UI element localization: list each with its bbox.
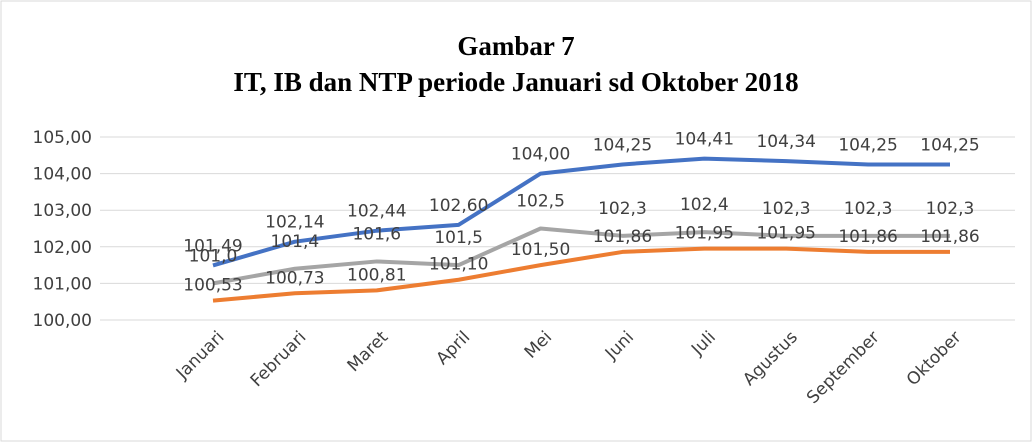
data-label: 101,86 [838, 227, 897, 247]
data-label: 101,49 [183, 236, 242, 256]
data-label: 104,00 [511, 145, 570, 165]
data-label: 102,3 [598, 199, 647, 219]
chart-subtitle: IT, IB dan NTP periode Januari sd Oktobe… [233, 67, 798, 97]
data-label: 104,25 [593, 135, 652, 155]
data-label: 102,14 [265, 213, 324, 233]
data-label: 104,34 [756, 132, 815, 152]
data-label: 102,60 [429, 196, 488, 216]
series-line [212, 156, 950, 268]
y-tick-label: 100,00 [33, 311, 92, 331]
series-line [212, 246, 950, 303]
data-label: 100,73 [265, 268, 324, 288]
data-label: 101,0 [189, 246, 238, 266]
data-label: 102,4 [680, 195, 729, 215]
data-label: 101,5 [434, 228, 483, 248]
data-label: 100,53 [183, 276, 242, 296]
y-tick-label: 103,00 [33, 201, 92, 221]
data-label: 102,3 [762, 199, 811, 219]
data-label: 102,44 [347, 202, 406, 222]
data-label: 101,95 [675, 224, 734, 244]
y-tick-label: 105,00 [33, 128, 92, 148]
y-tick-label: 104,00 [33, 165, 92, 185]
data-label: 101,86 [593, 227, 652, 247]
data-label: 104,25 [838, 135, 897, 155]
data-label: 101,6 [352, 224, 401, 244]
data-label: 101,95 [756, 224, 815, 244]
data-label: 101,86 [920, 227, 979, 247]
data-label: 102,3 [844, 199, 893, 219]
data-label: 104,25 [920, 135, 979, 155]
data-label: 101,4 [271, 232, 320, 252]
data-label: 101,50 [511, 240, 570, 260]
series-line [212, 226, 950, 286]
data-label: 102,5 [516, 192, 565, 212]
data-label: 101,10 [429, 255, 488, 275]
chart-title: Gambar 7 [457, 31, 574, 61]
data-label: 100,81 [347, 265, 406, 285]
y-tick-label: 101,00 [33, 274, 92, 294]
data-label: 104,41 [675, 130, 734, 150]
y-tick-label: 102,00 [33, 238, 92, 258]
data-label: 102,3 [926, 199, 975, 219]
